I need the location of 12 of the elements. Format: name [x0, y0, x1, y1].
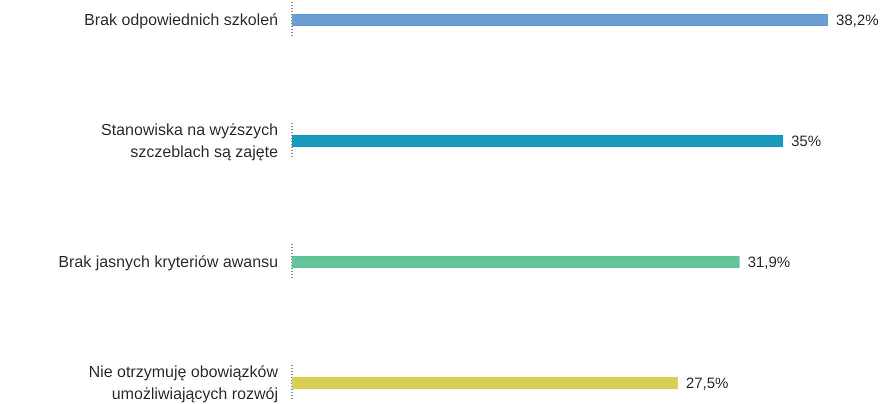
- data-label: 38,2%: [836, 12, 879, 29]
- bar: [292, 256, 740, 268]
- data-label: 27,5%: [686, 375, 728, 392]
- data-label: 35%: [791, 133, 822, 150]
- y-tick-label: Brak odpowiednich szkoleń: [84, 12, 278, 29]
- bar: [292, 377, 678, 389]
- y-tick-label: Brak jasnych kryteriów awansu: [58, 254, 278, 271]
- y-tick-label: Stanowiska na wyższych szczeblach są zajęte: [101, 122, 278, 161]
- data-label: 31,9%: [748, 254, 790, 271]
- y-tick-label: Nie otrzymuję obowiązków umożliwiających rozwój: [88, 364, 278, 403]
- bar: [292, 135, 784, 147]
- bar: [292, 14, 828, 26]
